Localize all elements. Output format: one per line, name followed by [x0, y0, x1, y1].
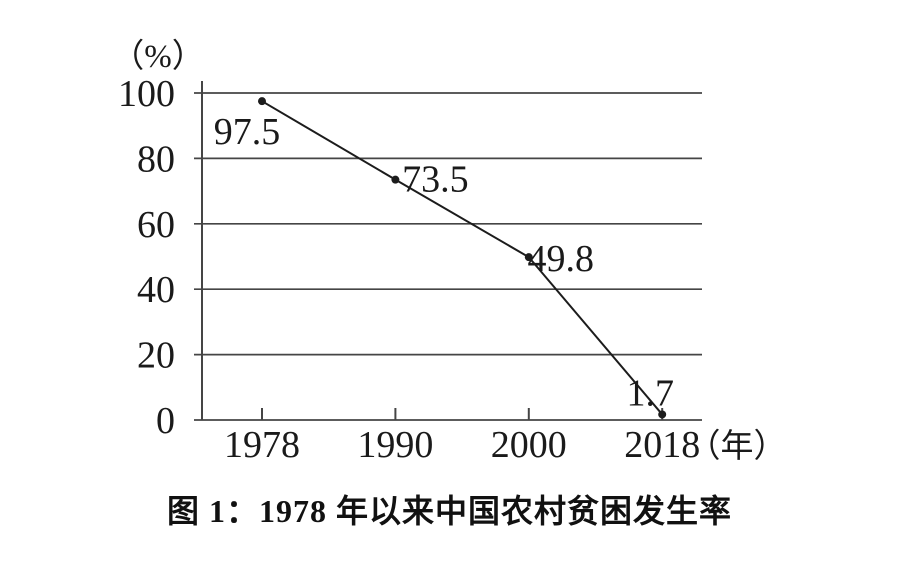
figure-caption: 图 1：1978 年以来中国农村贫困发生率: [166, 493, 732, 529]
x-tick-label: 1990: [357, 424, 433, 466]
y-tick-label: 40: [137, 269, 175, 311]
y-axis-unit-label: （%）: [111, 39, 205, 75]
x-tick-label: 2000: [491, 424, 567, 466]
point-value-label: 49.8: [528, 238, 595, 280]
data-point: [391, 175, 400, 184]
point-value-label: 97.5: [214, 111, 281, 153]
poverty-rate-line-chart: 0 20 40 60 80 100 1978 1990 2000 2018 97.5 73.5 49.8…: [111, 39, 787, 466]
point-value-label: 1.7: [626, 372, 674, 414]
y-tick-label: 80: [137, 138, 175, 180]
x-tick-label: 2018: [624, 424, 700, 466]
y-tick-label: 60: [137, 204, 175, 246]
y-tick-label: 0: [156, 400, 175, 442]
y-tick-label: 20: [137, 335, 175, 377]
point-value-label: 73.5: [402, 159, 469, 201]
series-line: [261, 100, 663, 416]
data-point: [258, 97, 266, 106]
x-tick-label: 1978: [224, 424, 300, 466]
data-point: [524, 253, 533, 262]
x-axis-unit-label: （年）: [688, 428, 787, 465]
data-point: [658, 410, 667, 419]
y-tick-label: 100: [118, 73, 175, 115]
